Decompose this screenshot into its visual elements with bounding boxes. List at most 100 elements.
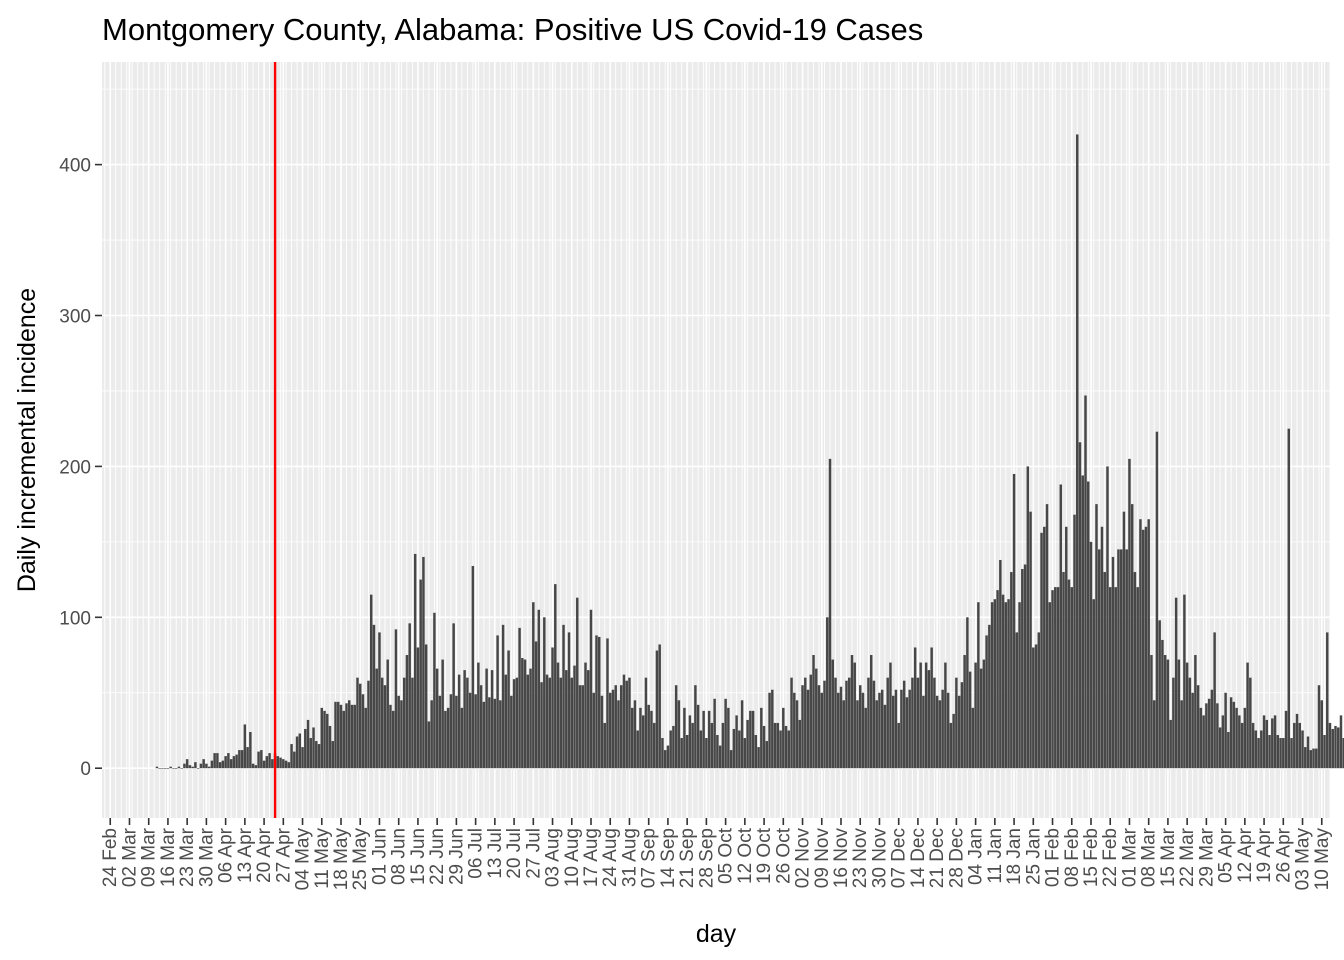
bar: [1040, 532, 1043, 769]
bar: [405, 655, 409, 769]
bar: [790, 677, 793, 769]
bar: [402, 677, 406, 769]
bar: [466, 677, 469, 769]
bar: [1301, 730, 1304, 769]
bar: [589, 609, 593, 769]
bar: [919, 662, 922, 769]
y-tick-label: 200: [59, 457, 91, 478]
bar: [1172, 677, 1175, 769]
bar: [688, 715, 692, 769]
bar: [1147, 519, 1150, 769]
bar: [375, 668, 378, 769]
bar: [309, 738, 313, 769]
bar: [1097, 549, 1101, 769]
bar: [1081, 475, 1084, 769]
bar: [380, 677, 384, 769]
bar: [666, 745, 670, 769]
bar: [446, 707, 450, 769]
bar: [435, 668, 439, 769]
bar: [1073, 514, 1076, 769]
x-tick-label: 20 Apr: [254, 827, 275, 883]
x-tick-label: 10 May: [1312, 828, 1333, 891]
bar: [826, 617, 829, 769]
bar: [1185, 662, 1189, 769]
bar: [1117, 549, 1120, 769]
bar: [941, 689, 944, 769]
bar: [235, 754, 238, 769]
bar: [359, 683, 362, 769]
bar: [240, 750, 244, 769]
bar: [1174, 597, 1178, 769]
bar: [927, 670, 931, 769]
bar: [570, 677, 574, 769]
bar: [315, 741, 318, 769]
bar: [672, 725, 675, 769]
bar: [521, 658, 524, 769]
bar: [194, 762, 197, 769]
bar: [1108, 587, 1112, 769]
bar: [1078, 442, 1082, 769]
bar: [988, 624, 991, 769]
bar: [839, 686, 843, 769]
bar: [510, 695, 513, 769]
bar: [1221, 715, 1225, 769]
bar: [276, 756, 280, 769]
bar: [1166, 659, 1170, 769]
bar: [872, 680, 876, 769]
bar: [191, 766, 194, 769]
bar-series: [155, 134, 1344, 769]
bar: [705, 738, 708, 769]
x-tick-label: 08 Mar: [1139, 827, 1160, 887]
bar: [798, 719, 802, 769]
bar: [784, 725, 788, 769]
bar: [348, 700, 351, 769]
bar: [282, 759, 285, 769]
bar: [1304, 747, 1307, 769]
bar: [424, 644, 428, 769]
bar: [1262, 715, 1266, 769]
bar: [850, 655, 854, 769]
x-tick-label: 22 Jun: [427, 828, 448, 885]
bar: [861, 692, 865, 769]
bar: [504, 674, 508, 769]
bar: [532, 602, 535, 769]
bar: [740, 700, 744, 769]
bar: [482, 701, 486, 769]
bar: [724, 698, 727, 769]
x-tick-label: 18 May: [331, 828, 352, 891]
bar: [823, 680, 826, 769]
bar: [993, 599, 997, 769]
bar: [350, 704, 354, 769]
bar: [696, 704, 700, 769]
bar: [559, 677, 563, 769]
bar: [663, 750, 667, 769]
bar: [776, 722, 780, 769]
bar: [1183, 594, 1186, 769]
bar: [342, 710, 345, 769]
bar: [471, 566, 475, 769]
bar: [301, 747, 304, 769]
bar: [1029, 511, 1032, 769]
bar: [430, 700, 433, 769]
bar: [1323, 735, 1326, 769]
bar: [842, 700, 845, 769]
bar: [1150, 655, 1153, 769]
bar: [413, 553, 417, 769]
bar: [1224, 692, 1227, 769]
bar: [1315, 748, 1318, 769]
bar: [1180, 700, 1183, 769]
bar: [1059, 484, 1063, 769]
x-tick-label: 06 Jul: [466, 828, 487, 879]
x-tick-label: 11 Jan: [985, 828, 1006, 884]
bar: [787, 730, 791, 769]
bar: [754, 735, 758, 769]
y-tick-label: 0: [80, 759, 91, 780]
bar: [757, 747, 760, 769]
bar: [1130, 504, 1134, 769]
bar: [669, 730, 672, 769]
bar: [493, 698, 497, 769]
bar: [968, 671, 972, 769]
x-tick-label: 07 Sep: [639, 828, 660, 888]
bar: [364, 707, 367, 769]
bar: [633, 700, 637, 769]
